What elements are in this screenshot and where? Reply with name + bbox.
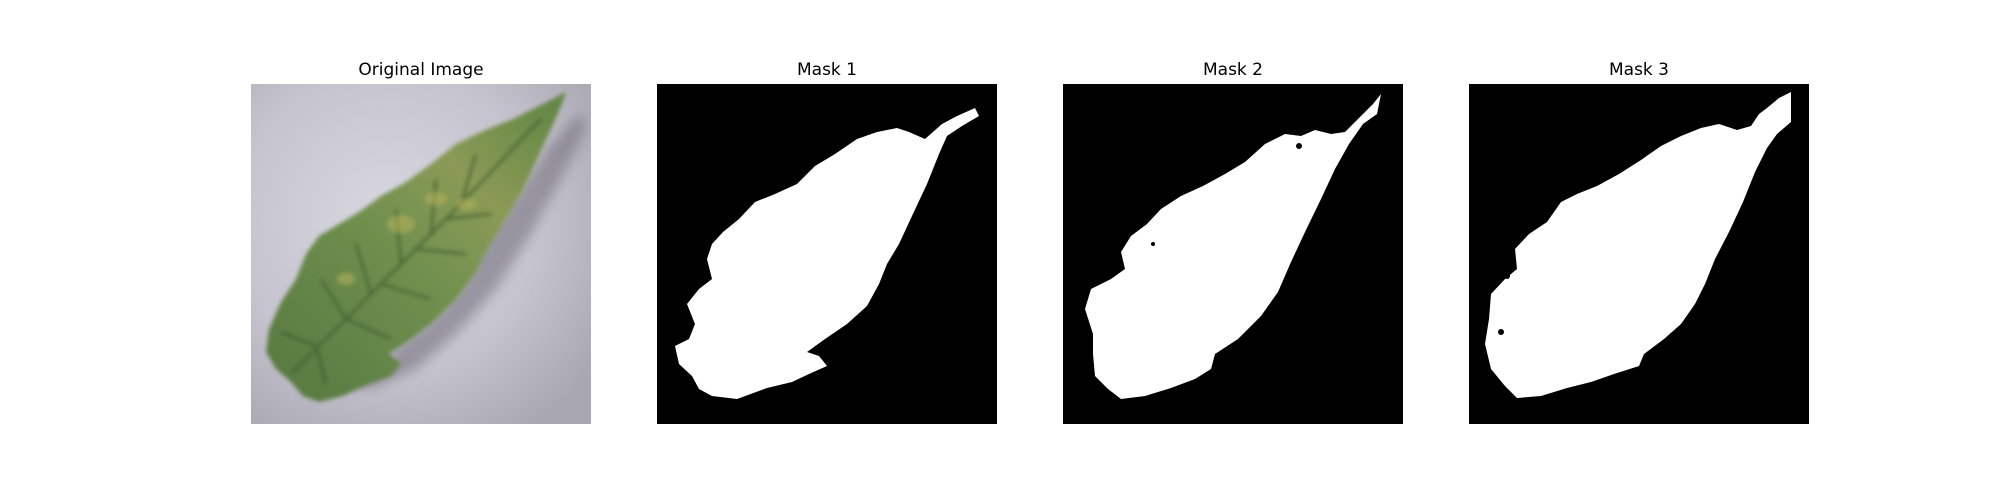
panel-mask-2: Mask 2 [1063,58,1403,424]
mask-image [1469,84,1809,424]
panel-mask-3: Mask 3 [1469,58,1809,424]
mask-image [657,84,997,424]
panel-title: Mask 3 [1608,60,1669,80]
original-leaf-image [251,84,591,424]
mask-image [1063,84,1403,424]
panel-title: Mask 2 [1202,60,1263,80]
panel-title: Mask 1 [796,60,857,80]
panel-title: Original Image [358,60,484,80]
panel-mask-1: Mask 1 [657,58,997,424]
panel-original-image: Original Image [251,58,591,424]
